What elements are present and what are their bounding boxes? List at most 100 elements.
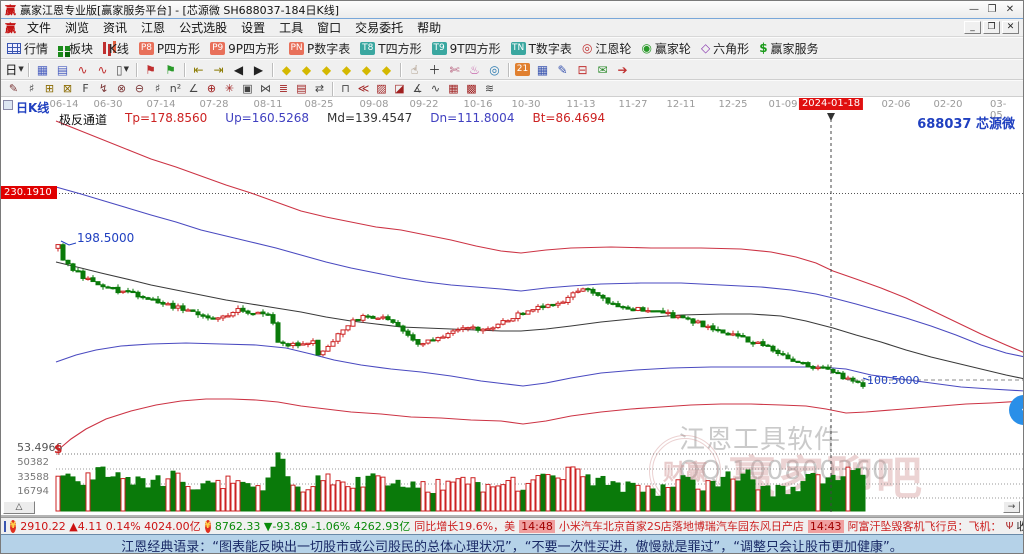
diamond-tool-4[interactable]: ◆ [341,62,352,77]
draw-toolbar: ✎ ♯ ⊞ ⊠ F ↯ ⊗ ⊖ ♯ n² ∠ ⊕ ✳ ▣ ⋈ ≣ ▤ ⇄ ⊓ ≪ ▨ ◪ ∡ ∿ ▦ ▩ ≋ [1,80,1023,97]
toolbar-button-六角形[interactable]: ◇ 六角形 [701,40,749,57]
scissors-button[interactable]: ✄ [449,62,460,77]
ruler-tool[interactable]: ▤ [296,82,307,95]
scroll-right-button[interactable]: → [1003,501,1020,513]
levels-tool[interactable]: ≣ [278,82,289,95]
half-box-tool[interactable]: ◪ [394,82,405,95]
bracket-tool[interactable]: ⊓ [341,82,350,95]
collapse-panel-button[interactable]: ‹ [1009,395,1023,425]
angle-tool[interactable]: ∠ [188,82,199,95]
period-day-button[interactable]: 日 ▼ [5,62,24,77]
toolbar-button-赢家轮[interactable]: ◉ 赢家轮 [641,40,691,57]
toolbar-button-K线[interactable]: K线 [103,40,129,57]
candle-style-button[interactable]: ▯ ▼ [116,62,129,77]
toolbar-button-P数字表[interactable]: PN P数字表 [289,40,350,57]
news-ticker-2[interactable]: 小米汽车北京首家2S店落地博瑞汽车园东风日产店 [558,520,804,533]
shade-tool[interactable]: ▨ [376,82,387,95]
grid-tool[interactable]: ♯ [28,82,35,95]
fib-tool[interactable]: F [82,82,89,95]
calculator-icon[interactable]: ▦ [536,62,549,77]
fan-tool[interactable]: ✳ [224,82,235,95]
mdi-restore-button[interactable]: ❐ [983,21,1000,34]
mail-icon[interactable]: ✉ [597,62,608,77]
dense-grid-tool[interactable]: ▩ [466,82,477,95]
target-tool[interactable]: ⊕ [206,82,217,95]
diamond-tool-2[interactable]: ◆ [301,62,312,77]
close-button[interactable]: ✕ [1005,4,1015,15]
mdi-minimize-button[interactable]: _ [964,21,981,34]
spiral-button[interactable]: ◎ [489,62,500,77]
flag-red-icon[interactable]: ⚑ [145,62,156,77]
status-right-text: 收688037日线 [1016,518,1023,534]
toolbar-button-T四方形[interactable]: T8 T四方形 [360,40,422,57]
edit-save-icon[interactable]: ✎ [557,62,568,77]
diamond-tool-5[interactable]: ◆ [361,62,372,77]
hash-tool[interactable]: ♯ [154,82,161,95]
mdi-close-button[interactable]: ✕ [1002,21,1019,34]
pan-hand-button[interactable]: ☝ [410,62,419,77]
menu-9[interactable]: 帮助 [417,21,442,35]
save-disk-icon[interactable]: ⊟ [577,62,588,77]
status-grid-icon[interactable] [4,520,6,532]
box-tool[interactable]: ▣ [242,82,253,95]
menu-6[interactable]: 工具 [279,21,304,35]
menu-bar: 赢 文件 浏览 资讯 江恩 公式选股 设置 工具 窗口 交易委托 帮助 _ ❐ ✕ [1,19,1023,37]
volume-expand-button[interactable]: △ [3,501,35,514]
toolbar-button-赢家服务[interactable]: $ 赢家服务 [759,40,818,57]
waves-tool[interactable]: ≋ [484,82,495,95]
toolbar-button-9P四方形[interactable]: P9 9P四方形 [210,40,279,57]
toolbar-button-T数字表[interactable]: TN T数字表 [510,40,572,57]
status-bar: ¥ 2910.22 ▲4.11 0.14% 4024.00亿 ¥ 8762.33… [1,517,1023,534]
menu-8[interactable]: 交易委托 [355,21,404,35]
toolbar-button-江恩轮[interactable]: ◎ 江恩轮 [582,40,632,57]
kline-chart-svg[interactable] [1,97,1023,517]
gann-box-tool[interactable]: ⊠ [62,82,73,95]
maximize-button[interactable]: ❐ [987,4,997,15]
menu-3[interactable]: 江恩 [141,21,166,35]
prev-bar-button[interactable]: ◀ [233,62,244,77]
list-icon[interactable]: ▤ [56,62,69,77]
pencil-tool[interactable]: ✎ [8,82,19,95]
window-title: 赢家江恩专业版[赢家服务平台] - [芯源微 SH688037-184日K线] [20,3,340,17]
toolbar-button-9T四方形[interactable]: T9 9T四方形 [431,40,501,57]
minimize-button[interactable]: — [969,4,979,15]
flag-green-icon[interactable]: ⚑ [165,62,176,77]
toolbar-button-P四方形[interactable]: P8 P四方形 [138,40,200,57]
last-bar-button[interactable]: ⇥ [213,62,224,77]
sh-index-icon: ¥ [10,519,17,533]
wave-tool[interactable]: ⋈ [260,82,271,95]
circle-cross-tool[interactable]: ⊗ [116,82,127,95]
menu-1[interactable]: 浏览 [65,21,90,35]
rays-tool[interactable]: ≪ [357,82,370,95]
next-bar-button[interactable]: ▶ [253,62,264,77]
extend-tool[interactable]: ⇄ [314,82,325,95]
menu-0[interactable]: 文件 [27,21,52,35]
curve2-icon[interactable]: ∿ [97,62,108,77]
matrix-tool[interactable]: ▦ [448,82,459,95]
news-ticker-3[interactable]: 阿富汗坠毁客机飞行员：飞机： [847,520,1002,533]
gann-grid-tool[interactable]: ⊞ [44,82,55,95]
toolbar-button-板块[interactable]: 板块 [58,40,93,57]
diamond-tool-6[interactable]: ◆ [381,62,392,77]
toolbar-separator [28,62,29,77]
menu-2[interactable]: 资讯 [103,21,128,35]
crosshair-button[interactable]: ＋ [428,62,441,77]
export-icon[interactable]: ➔ [617,62,628,77]
calendar-icon[interactable]: 21 [515,63,530,76]
gann-quote-text: 江恩经典语录：“图表能反映出一切股市或公司股民的总体心理状况”，“不要一次性买进… [121,540,903,554]
measure-angle-tool[interactable]: ∡ [412,82,423,95]
zigzag-tool[interactable]: ↯ [98,82,109,95]
menu-5[interactable]: 设置 [241,21,266,35]
menu-7[interactable]: 窗口 [317,21,342,35]
toolbar-button-行情[interactable]: 行情 [7,40,48,57]
square-num-tool[interactable]: n² [169,82,182,95]
diamond-tool-1[interactable]: ◆ [281,62,292,77]
first-bar-button[interactable]: ⇤ [193,62,204,77]
cycle-tool[interactable]: ∿ [430,82,441,95]
diamond-tool-3[interactable]: ◆ [321,62,332,77]
curve-icon[interactable]: ∿ [77,62,88,77]
magnet-button[interactable]: ♨ [469,62,480,77]
layout-icon[interactable]: ▦ [36,62,49,77]
hline-tool[interactable]: ⊖ [134,82,145,95]
menu-4[interactable]: 公式选股 [179,21,228,35]
